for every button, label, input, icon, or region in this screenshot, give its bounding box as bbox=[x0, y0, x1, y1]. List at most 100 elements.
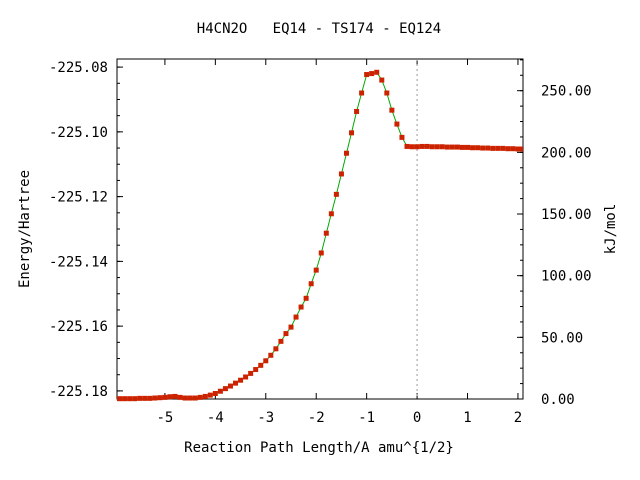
x-tick-label: -4 bbox=[207, 410, 224, 426]
data-point bbox=[333, 191, 339, 197]
data-point bbox=[253, 367, 259, 373]
data-point bbox=[192, 395, 198, 401]
data-point bbox=[404, 143, 410, 149]
data-point bbox=[394, 121, 400, 127]
data-point bbox=[167, 394, 173, 400]
data-point bbox=[137, 395, 143, 401]
x-tick-label: 0 bbox=[413, 410, 421, 426]
data-point bbox=[162, 394, 168, 400]
data-point bbox=[364, 72, 370, 78]
y-tick-label: -225.12 bbox=[49, 190, 108, 206]
data-point bbox=[182, 395, 188, 401]
plot-area bbox=[116, 58, 524, 400]
data-point bbox=[343, 150, 349, 156]
x-axis: -5 -4 -3 -2 -1 0 1 2 bbox=[156, 59, 522, 426]
data-point bbox=[439, 144, 445, 150]
y2-axis-label: kJ/mol bbox=[603, 204, 619, 255]
data-point bbox=[177, 394, 183, 400]
data-point bbox=[359, 90, 365, 96]
y2-tick-label: 100.00 bbox=[541, 269, 592, 285]
y2-tick-label: 250.00 bbox=[541, 84, 592, 100]
y-tick-label: -225.10 bbox=[49, 125, 108, 141]
data-point bbox=[248, 370, 254, 376]
data-point bbox=[414, 144, 420, 150]
data-point bbox=[399, 134, 405, 140]
y2-tick-label: 50.00 bbox=[541, 330, 583, 346]
data-point bbox=[263, 358, 269, 364]
data-point bbox=[384, 90, 390, 96]
data-point bbox=[258, 362, 264, 368]
data-point bbox=[318, 250, 324, 256]
data-point bbox=[500, 145, 506, 151]
data-point bbox=[490, 145, 496, 151]
data-point bbox=[369, 71, 375, 77]
y-axis-left: -225.08 -225.10 -225.12 -225.14 -225.16 -225.… bbox=[49, 60, 123, 400]
y-tick-label: -225.18 bbox=[49, 384, 108, 400]
data-point bbox=[495, 145, 501, 151]
y-axis-label: Energy/Hartree bbox=[17, 170, 33, 288]
data-point bbox=[419, 143, 425, 149]
data-point bbox=[338, 171, 344, 177]
x-tick-label: -3 bbox=[257, 410, 274, 426]
data-point bbox=[132, 396, 138, 402]
data-point bbox=[127, 396, 133, 402]
data-point bbox=[517, 146, 523, 152]
data-point bbox=[227, 383, 233, 389]
data-point bbox=[202, 393, 208, 399]
data-point bbox=[328, 211, 334, 217]
data-point bbox=[444, 144, 450, 150]
data-point bbox=[454, 144, 460, 150]
x-tick-label: -2 bbox=[308, 410, 325, 426]
data-point bbox=[268, 352, 274, 358]
data-point bbox=[449, 144, 455, 150]
data-point bbox=[142, 395, 148, 401]
data-point bbox=[278, 338, 284, 344]
data-point bbox=[313, 267, 319, 273]
data-point bbox=[187, 395, 193, 401]
data-point bbox=[243, 374, 249, 380]
data-point bbox=[379, 77, 385, 83]
y2-tick-label: 150.00 bbox=[541, 207, 592, 223]
y-tick-label: -225.14 bbox=[49, 254, 108, 270]
x-axis-label: Reaction Path Length/A amu^{1/2} bbox=[184, 440, 454, 456]
x-tick-label: -5 bbox=[156, 410, 173, 426]
data-point bbox=[515, 146, 521, 152]
data-point bbox=[459, 144, 465, 150]
data-point bbox=[212, 390, 218, 396]
data-point bbox=[409, 144, 415, 150]
y-tick-label: -225.08 bbox=[49, 60, 108, 76]
data-point bbox=[172, 393, 178, 399]
data-point bbox=[374, 69, 380, 75]
data-point bbox=[207, 392, 213, 398]
y-tick-label: -225.16 bbox=[49, 319, 108, 335]
data-point bbox=[475, 145, 481, 151]
data-point bbox=[197, 394, 203, 400]
data-point bbox=[217, 388, 223, 394]
data-point bbox=[293, 314, 299, 320]
y2-tick-label: 200.00 bbox=[541, 145, 592, 161]
y2-tick-label: 0.00 bbox=[541, 392, 575, 408]
data-point bbox=[465, 144, 471, 150]
data-point bbox=[152, 395, 158, 401]
data-point bbox=[389, 107, 395, 113]
data-point bbox=[480, 145, 486, 151]
data-point bbox=[424, 143, 430, 149]
data-point bbox=[283, 331, 289, 337]
x-tick-label: -1 bbox=[358, 410, 375, 426]
data-point bbox=[222, 386, 228, 392]
data-point bbox=[510, 146, 516, 152]
data-point bbox=[429, 144, 435, 150]
y-axis-right: 0.00 50.00 100.00 150.00 200.00 250.00 bbox=[517, 59, 592, 408]
data-point bbox=[298, 304, 304, 310]
data-point bbox=[354, 108, 360, 114]
data-point bbox=[303, 295, 309, 301]
data-point bbox=[157, 395, 163, 401]
data-point bbox=[505, 146, 511, 152]
data-point bbox=[349, 130, 355, 136]
data-point bbox=[434, 144, 440, 150]
data-point bbox=[233, 380, 239, 386]
chart-title: H4CN2O EQ14 - TS174 - EQ124 bbox=[197, 21, 441, 37]
data-point bbox=[288, 324, 294, 330]
x-tick-label: 1 bbox=[463, 410, 471, 426]
